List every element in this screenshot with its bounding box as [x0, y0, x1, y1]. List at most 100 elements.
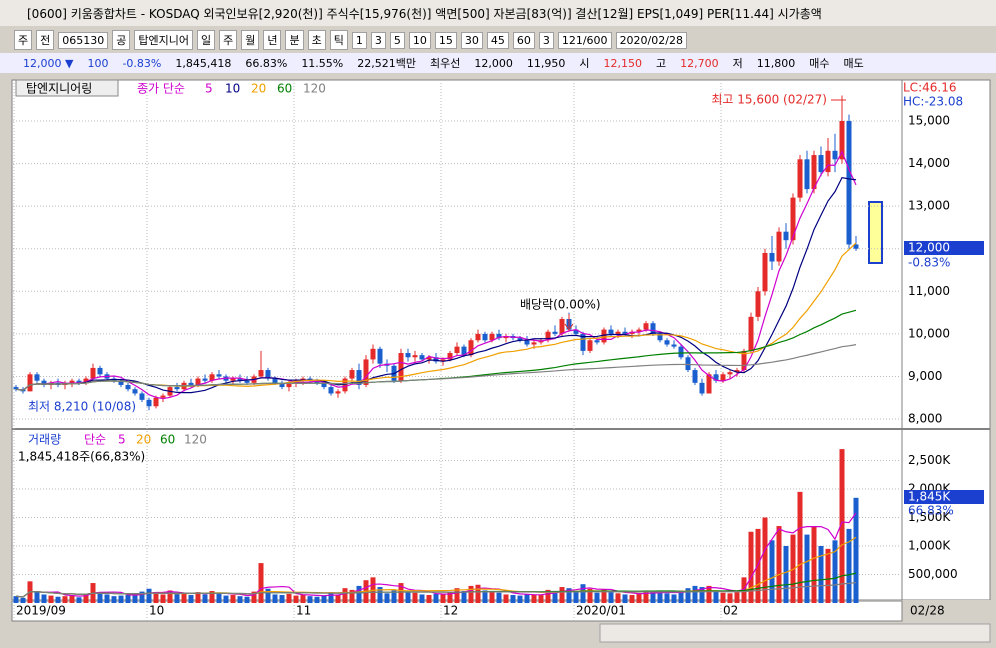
candle-body	[699, 382, 705, 394]
candle-body	[636, 329, 642, 332]
volume-bar	[825, 548, 831, 603]
price-tag-text: 12,000	[908, 241, 950, 255]
volume-bar	[629, 595, 635, 603]
quote-item[interactable]: 1,845,418	[175, 56, 232, 70]
toolbar-item[interactable]: 주	[14, 30, 33, 50]
legend-item: 5	[205, 82, 213, 96]
y-tick-label: 15,000	[908, 113, 950, 127]
volume-bar	[377, 587, 383, 603]
volume-bar	[545, 589, 551, 603]
volume-bar	[468, 585, 474, 603]
toolbar-item[interactable]: 탑엔지니어	[134, 30, 193, 50]
candle-body	[412, 355, 418, 358]
x-tick-label: 12	[443, 604, 458, 618]
candle-body	[489, 333, 495, 341]
legend-item: 20	[251, 82, 266, 96]
quote-item[interactable]: 12,150	[603, 56, 643, 70]
toolbar-item[interactable]: 30	[460, 31, 483, 49]
volume-tag-text: 1,845K	[908, 490, 951, 504]
candle-body	[258, 370, 264, 377]
toolbar-item[interactable]: 121/600	[557, 31, 612, 49]
toolbar-item[interactable]: 1	[351, 31, 367, 49]
toolbar-item[interactable]: 3	[538, 31, 554, 49]
volume-bar	[804, 534, 810, 603]
volume-bar	[230, 595, 236, 603]
volume-bar	[251, 591, 257, 603]
volume-bar	[608, 592, 614, 603]
quote-item[interactable]: 11,950	[526, 56, 566, 70]
volume-bar	[146, 588, 152, 603]
toolbar-item[interactable]: 15	[434, 31, 457, 49]
quote-item[interactable]: 11,800	[756, 56, 796, 70]
toolbar-item[interactable]: 틱	[329, 30, 348, 50]
volume-bar	[503, 594, 509, 603]
volume-bar	[167, 590, 173, 603]
scroll-controls[interactable]	[599, 623, 991, 643]
toolbar-item[interactable]: 전	[36, 30, 55, 50]
quote-item[interactable]: 매수	[809, 57, 830, 70]
legend-box	[15, 79, 119, 97]
candle-body	[657, 333, 663, 341]
candle-body	[377, 348, 383, 364]
candle-body	[321, 382, 327, 388]
volume-bar	[720, 592, 726, 603]
volume-bar	[405, 591, 411, 603]
toolbar-item[interactable]: 5	[389, 31, 405, 49]
y-tick-label: 2,500K	[908, 453, 951, 467]
quote-item[interactable]: 66.83%	[245, 56, 288, 70]
ma-line	[15, 176, 857, 394]
toolbar-item[interactable]: 초	[307, 30, 326, 50]
volume-bar	[734, 592, 740, 603]
candle-body	[90, 367, 96, 379]
volume-bar	[48, 595, 54, 603]
quote-item[interactable]: -0.83%	[122, 56, 162, 70]
candle-body	[419, 355, 425, 360]
quote-item[interactable]: 12,000 ▼	[23, 56, 74, 70]
candle-body	[146, 399, 152, 407]
toolbar-item[interactable]: 065130	[58, 31, 109, 49]
quote-item[interactable]: 고	[656, 57, 667, 70]
quote-item[interactable]: 12,700	[680, 56, 719, 70]
candle-body	[209, 374, 215, 381]
candle-body	[755, 291, 761, 317]
candle-body	[734, 370, 740, 373]
volume-bar	[111, 596, 117, 603]
volume-bar	[580, 584, 586, 603]
volume-bar	[657, 592, 663, 603]
candle-body	[832, 150, 838, 160]
volume-bar	[153, 592, 159, 603]
toolbar-item[interactable]: 60	[512, 31, 535, 49]
quote-bar: 12,000 ▼ 100 -0.83% 1,845,418 66.83% 11.55% 22…	[0, 53, 996, 73]
toolbar-item[interactable]: 45	[486, 31, 509, 49]
candle-body	[482, 333, 488, 341]
candle-body	[27, 374, 33, 392]
toolbar-item[interactable]: 일	[196, 30, 216, 50]
toolbar-item[interactable]: 분	[285, 30, 304, 50]
quote-item[interactable]: 22,521백만	[357, 57, 416, 70]
candle-body	[195, 378, 201, 385]
toolbar-item[interactable]: 2020/02/28	[615, 31, 687, 49]
quote-item[interactable]: 매도	[843, 57, 864, 70]
ma-line	[15, 150, 857, 400]
toolbar-item[interactable]: 월	[241, 30, 260, 50]
toolbar-item[interactable]: 10	[408, 31, 431, 49]
volume-info: 1,845,418주(66,83%)	[18, 450, 145, 464]
toolbar-item[interactable]: 3	[370, 31, 386, 49]
quote-item[interactable]: 저	[732, 57, 743, 70]
quote-item[interactable]: 최우선	[430, 57, 461, 70]
toolbar-item[interactable]: 년	[263, 30, 282, 50]
volume-bar	[391, 590, 397, 603]
toolbar-item[interactable]: 공	[112, 30, 131, 50]
legend-item: 60	[277, 82, 292, 96]
quote-item[interactable]: 12,000	[474, 56, 513, 70]
toolbar-item[interactable]: 주	[219, 30, 238, 50]
quote-item[interactable]: 시	[579, 57, 590, 70]
volume-bar	[853, 497, 859, 603]
volume-bar	[622, 594, 628, 603]
candle-body	[524, 340, 530, 345]
quote-item[interactable]: 100	[87, 56, 109, 70]
volume-bar	[531, 594, 537, 603]
candle-body	[671, 344, 677, 347]
quote-item[interactable]: 11.55%	[301, 56, 344, 70]
volume-bar	[440, 594, 446, 603]
